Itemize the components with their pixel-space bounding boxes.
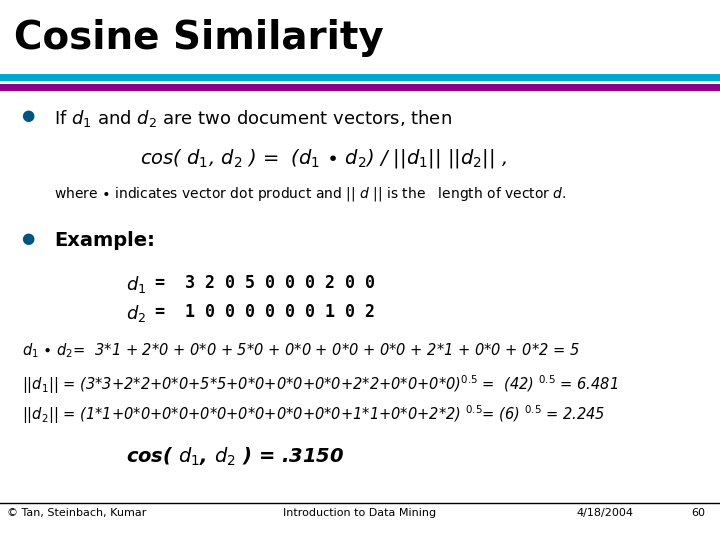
Text: ||$d_2$|| = (1*1+0*0+0*0+0*0+0*0+0*0+0*0+1*1+0*0+2*2) $^{0.5}$= (6) $^{0.5}$ = 2: ||$d_2$|| = (1*1+0*0+0*0+0*0+0*0+0*0+0*0…: [22, 403, 605, 426]
Text: ●: ●: [22, 108, 35, 123]
Text: 60: 60: [691, 508, 705, 518]
Text: $d_1$ $\bullet$ $d_2$=  3*1 + 2*0 + 0*0 + 5*0 + 0*0 + 0*0 + 0*0 + 2*1 + 0*0 + 0*: $d_1$ $\bullet$ $d_2$= 3*1 + 2*0 + 0*0 +…: [22, 341, 580, 360]
Text: © Tan, Steinbach, Kumar: © Tan, Steinbach, Kumar: [7, 508, 147, 518]
Text: where $\bullet$ indicates vector dot product and || $d$ || is the   length of ve: where $\bullet$ indicates vector dot pro…: [54, 185, 567, 202]
Text: If $d_1$ and $d_2$ are two document vectors, then: If $d_1$ and $d_2$ are two document vect…: [54, 108, 452, 129]
Text: ||$d_1$|| = (3*3+2*2+0*0+5*5+0*0+0*0+0*0+2*2+0*0+0*0)$^{0.5}$ =  (42) $^{0.5}$ =: ||$d_1$|| = (3*3+2*2+0*0+5*5+0*0+0*0+0*0…: [22, 374, 618, 396]
Text: $d_1$: $d_1$: [126, 274, 146, 295]
Text: 4/18/2004: 4/18/2004: [576, 508, 633, 518]
Text: =  3 2 0 5 0 0 0 2 0 0: = 3 2 0 5 0 0 0 2 0 0: [155, 274, 375, 292]
Text: ●: ●: [22, 231, 35, 246]
Text: $d_2$: $d_2$: [126, 303, 146, 325]
Text: Cosine Similarity: Cosine Similarity: [14, 19, 384, 57]
Text: cos( $d_1$, $d_2$ ) =  ($d_1$ $\bullet$ $d_2$) / ||$d_1$|| ||$d_2$|| ,: cos( $d_1$, $d_2$ ) = ($d_1$ $\bullet$ $…: [140, 147, 508, 170]
Text: Introduction to Data Mining: Introduction to Data Mining: [284, 508, 436, 518]
Text: =  1 0 0 0 0 0 0 1 0 2: = 1 0 0 0 0 0 0 1 0 2: [155, 303, 375, 321]
Text: cos( $d_1$, $d_2$ ) = .3150: cos( $d_1$, $d_2$ ) = .3150: [126, 446, 344, 468]
Text: Example:: Example:: [54, 231, 155, 249]
